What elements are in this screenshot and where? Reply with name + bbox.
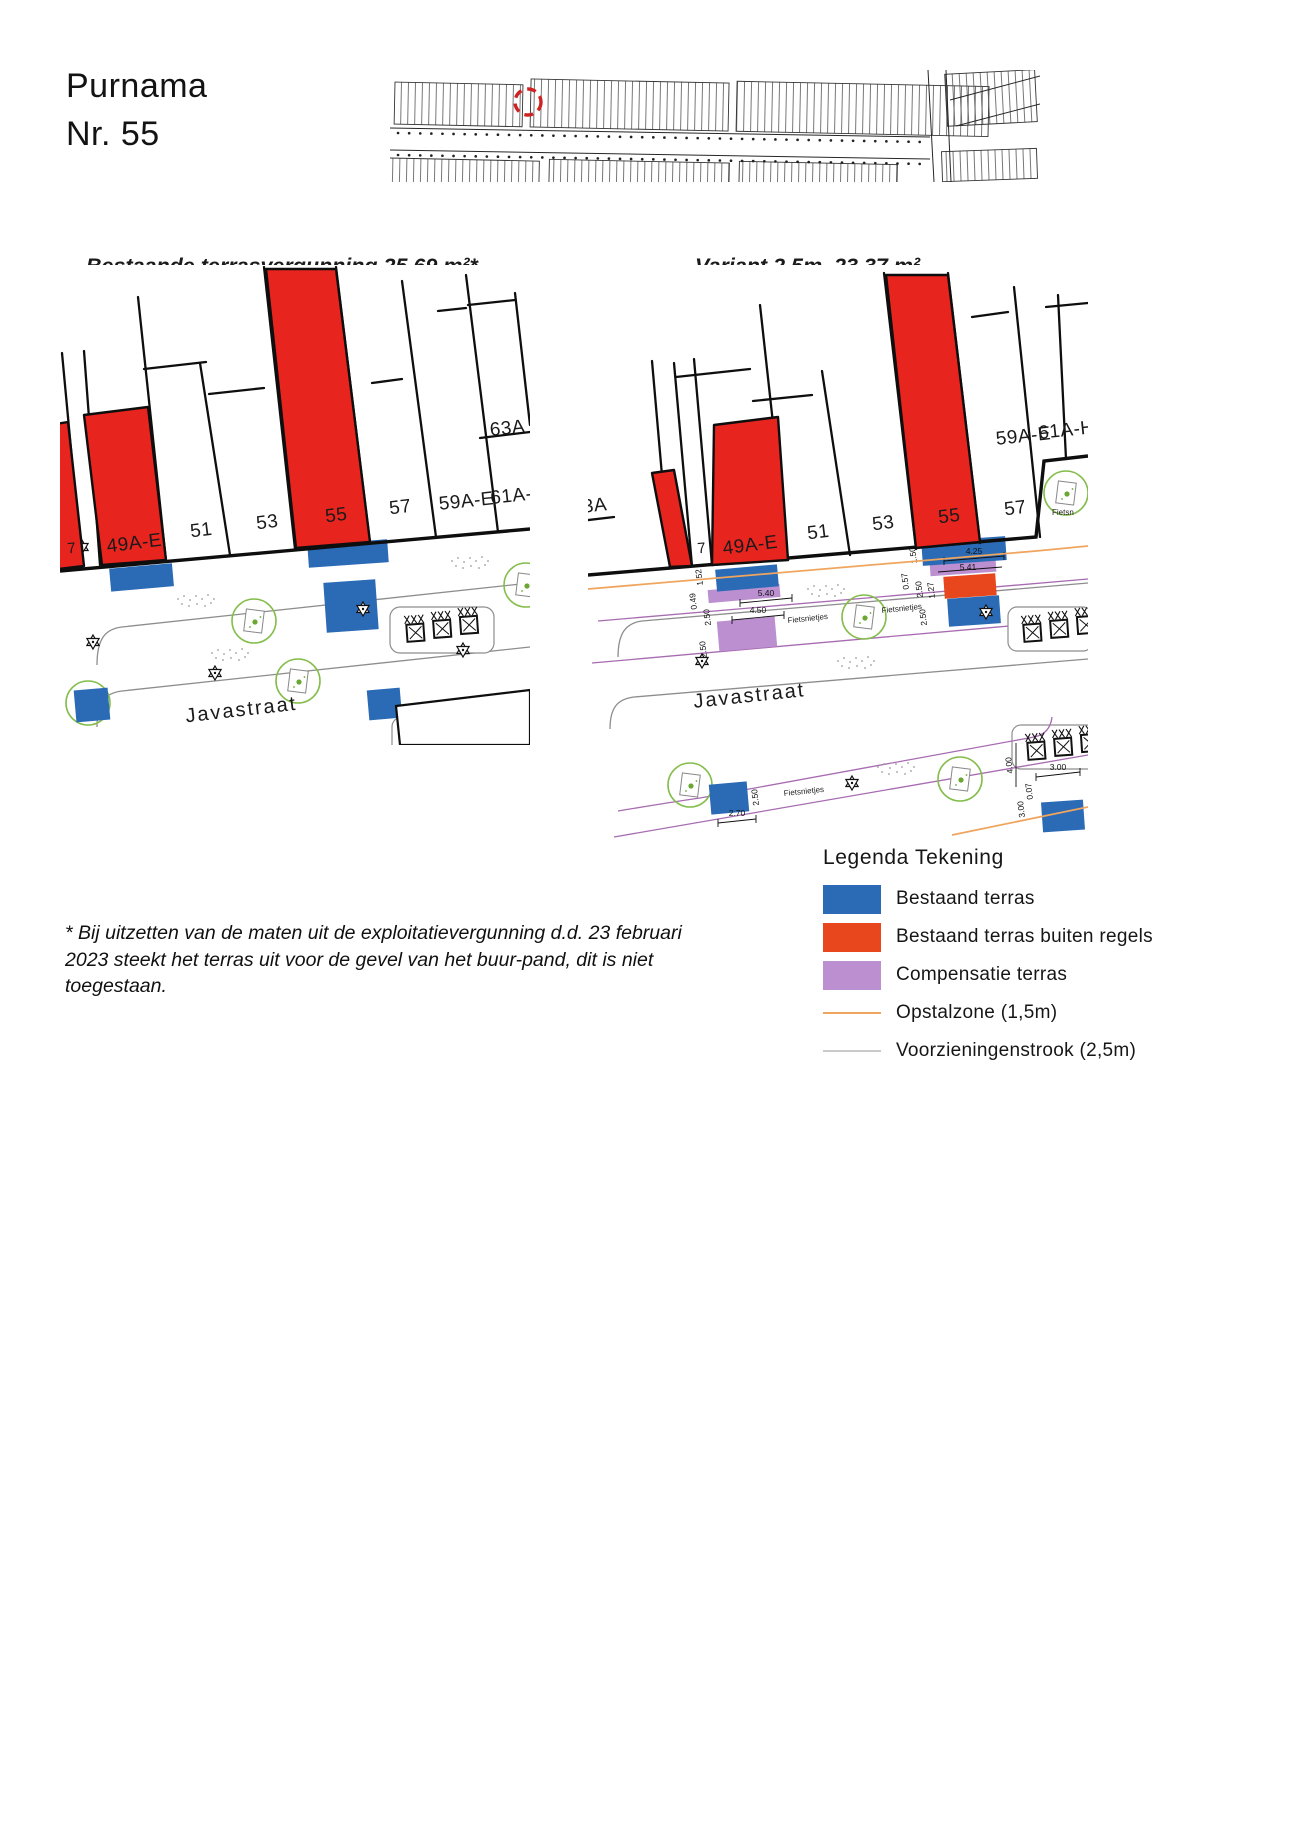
legend-swatch-bestaand-terras bbox=[823, 884, 881, 914]
fietsnietjes-label: Fietsnietjes bbox=[783, 785, 824, 798]
page-title-line2: Nr. 55 bbox=[66, 115, 160, 153]
dimension-annotations: 5.40 4.50 1.52 0.49 2.50 2.50 4.25 5.41 … bbox=[687, 546, 1081, 827]
legend-label: Bestaand terras buiten regels bbox=[896, 926, 1153, 947]
street-label: Javastraat bbox=[184, 693, 298, 728]
dimension-label: 0.57 bbox=[899, 572, 911, 590]
opstalzone-line bbox=[951, 806, 1088, 836]
building-footprint bbox=[394, 688, 530, 745]
dimension-label: 4.25 bbox=[966, 546, 983, 556]
house-number-label: 57 bbox=[1003, 497, 1028, 521]
legend-label: Opstalzone (1,5m) bbox=[896, 1002, 1058, 1023]
dimension-label: 1.50 bbox=[907, 546, 919, 564]
plan-variant: 5.40 4.50 1.52 0.49 2.50 2.50 4.25 5.41 … bbox=[588, 265, 1088, 840]
house-number-label: 55 bbox=[937, 505, 962, 529]
legend-line-voorzieningenstrook bbox=[823, 1050, 881, 1052]
map-streets bbox=[390, 70, 1040, 182]
lamppost-symbol bbox=[845, 775, 859, 791]
page-title: Purnama Nr. 55 bbox=[66, 62, 207, 158]
dimension-label: 5.41 bbox=[960, 562, 977, 572]
dimension-label: 1.52 bbox=[693, 568, 705, 586]
dimension-label: 2.50 bbox=[697, 640, 709, 658]
house-number-label: 7 bbox=[696, 540, 706, 558]
house-number-label: 63A bbox=[588, 494, 608, 519]
dimension-label: 0.07 bbox=[1023, 782, 1035, 800]
house-number-label: 53 bbox=[871, 512, 896, 536]
footnote: * Bij uitzetten van de maten uit de expl… bbox=[65, 922, 682, 998]
house-number-label: 53 bbox=[255, 511, 280, 535]
building-red-49 bbox=[710, 415, 790, 567]
paving-dots bbox=[211, 648, 249, 661]
page-title-line1: Purnama bbox=[66, 67, 208, 105]
tree-symbol bbox=[937, 756, 983, 802]
fietsnietjes-labels: Fietsnietjes Fietsnietjes Fietsnietjes F… bbox=[783, 508, 1074, 798]
building-red-55 bbox=[884, 273, 982, 550]
dimension-label: 1.27 bbox=[925, 581, 937, 599]
street-layer: Javastraat bbox=[65, 539, 530, 745]
buildings-layer: 7 49A-E 51 53 55 57 59A-E 61A-H 63A bbox=[60, 265, 530, 573]
dimension-label: 0.49 bbox=[687, 592, 699, 610]
paving-dots bbox=[837, 656, 875, 669]
paving-dots bbox=[451, 556, 489, 569]
legend-line-opstalzone bbox=[823, 1012, 881, 1014]
location-marker-icon bbox=[513, 87, 543, 117]
house-number-labels: 63A 7 49A-E 51 53 55 57 59A-E 61A-H bbox=[588, 417, 1088, 559]
legend-label: Voorzieningenstrook (2,5m) bbox=[896, 1040, 1137, 1061]
dimension-label: 4.50 bbox=[750, 605, 767, 615]
tree-symbol bbox=[231, 598, 277, 644]
legend-item-opstalzone: Opstalzone (1,5m) bbox=[823, 998, 1153, 1028]
map-city-blocks bbox=[390, 70, 1038, 182]
location-overview-map bbox=[390, 70, 1040, 182]
fietsnietjes-label: Fietsnietjes bbox=[787, 612, 828, 625]
dimension-label: 3.00 bbox=[1050, 762, 1067, 772]
legend-label: Compensatie terras bbox=[896, 964, 1068, 985]
house-number-label: 61A-H bbox=[1037, 417, 1088, 444]
legend-label: Bestaand terras bbox=[896, 888, 1035, 909]
plan-bestaande-terrasvergunning: Javastraat 7 49A-E 51 53 55 57 59A-E 61A… bbox=[60, 265, 530, 745]
house-number-label: 61A-H bbox=[489, 482, 530, 509]
opstalzone-line bbox=[588, 545, 1088, 590]
dimension-label: 2.50 bbox=[749, 788, 761, 806]
paving-dots bbox=[807, 584, 845, 597]
legend: Legenda Tekening Bestaand terras Bestaan… bbox=[823, 846, 1153, 1074]
dimension-label: 3.00 bbox=[1015, 800, 1027, 818]
lamppost-symbol bbox=[208, 665, 222, 681]
fietsnietjes-label: Fietsnietjes bbox=[881, 602, 922, 615]
house-number-label: 51 bbox=[806, 521, 831, 545]
legend-item-compensatie: Compensatie terras bbox=[823, 960, 1153, 990]
terras-buiten-regels-rect bbox=[943, 573, 997, 599]
paving-dots bbox=[177, 594, 215, 607]
lamppost-symbol bbox=[86, 634, 100, 650]
building-red bbox=[60, 420, 86, 571]
legend-item-voorzieningenstrook: Voorzieningenstrook (2,5m) bbox=[823, 1036, 1153, 1066]
street-label: Javastraat bbox=[692, 679, 806, 713]
house-number-label: 7 bbox=[66, 540, 76, 558]
dimension-label: 2.50 bbox=[701, 608, 713, 626]
fietsnietjes-label-clipped: Fietsn bbox=[1052, 508, 1074, 517]
legend-swatch-buiten-regels bbox=[823, 922, 881, 952]
buildings-layer: 63A 7 49A-E 51 53 55 57 59A-E 61A-H bbox=[588, 271, 1088, 590]
dimension-label: 4.00 bbox=[1003, 756, 1015, 774]
dimension-label: 2.50 bbox=[917, 608, 929, 626]
dimension-label: 2.50 bbox=[913, 580, 925, 598]
house-number-label: 59A-E bbox=[438, 488, 495, 515]
tree-symbol bbox=[667, 762, 713, 808]
building-red bbox=[650, 468, 694, 569]
house-number-label: 55 bbox=[324, 504, 349, 528]
building-red-55 bbox=[264, 267, 372, 550]
dimension-label: 2.70 bbox=[729, 808, 746, 818]
legend-item-bestaand-terras: Bestaand terras bbox=[823, 884, 1153, 914]
dimension-label: 5.40 bbox=[758, 588, 775, 598]
legend-swatch-compensatie bbox=[823, 960, 881, 990]
building-red-49 bbox=[82, 405, 168, 567]
house-number-label: 51 bbox=[189, 519, 214, 543]
house-number-label: 63A bbox=[489, 416, 526, 441]
house-number-label: 57 bbox=[388, 496, 413, 520]
legend-item-buiten-regels: Bestaand terras buiten regels bbox=[823, 922, 1153, 952]
legend-heading: Legenda Tekening bbox=[823, 846, 1004, 869]
